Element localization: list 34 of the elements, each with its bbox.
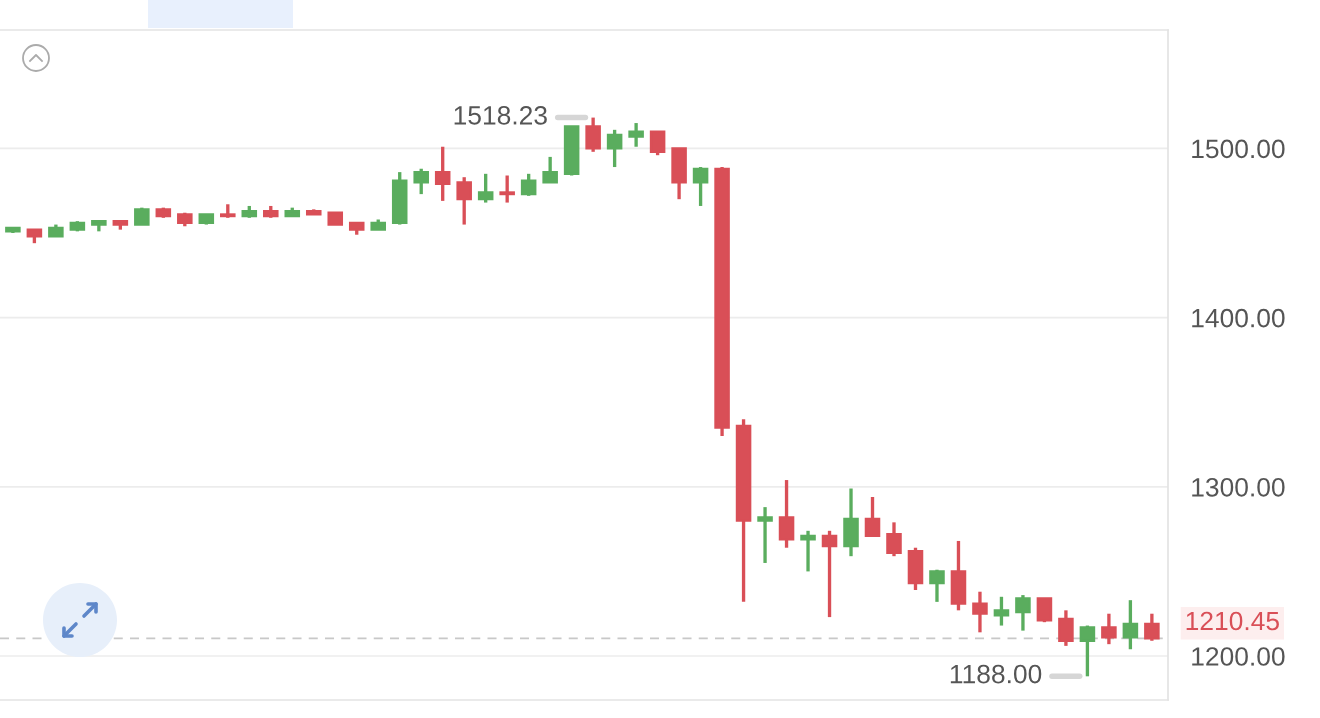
candlestick (993, 596, 1010, 626)
candlestick (542, 155, 558, 184)
candlestick (649, 130, 666, 156)
candlestick (1058, 610, 1074, 646)
candlestick (778, 480, 795, 548)
candlestick (434, 146, 451, 201)
annotation: 1188.00 (950, 664, 1042, 684)
y-tick-label: 1300.00 (1192, 477, 1285, 497)
ref-line-label: 1210.45 (1186, 611, 1279, 631)
y-tick-label: 1500.00 (1192, 139, 1285, 159)
candlestick (1079, 625, 1096, 677)
candlestick (413, 168, 429, 196)
candlestick (1101, 613, 1117, 645)
candlestick (1122, 600, 1139, 650)
candlestick (520, 173, 537, 196)
candlestick (628, 123, 644, 147)
y-tick-label: 1200.00 (1192, 647, 1285, 666)
candlestick (929, 569, 945, 602)
candlestick (692, 167, 709, 206)
annotation: 1518.23 (454, 105, 547, 125)
candlestick (1144, 613, 1160, 641)
candlestick (477, 173, 494, 203)
candlestick (800, 530, 816, 572)
candlestick (864, 496, 881, 537)
candlestick (886, 522, 902, 557)
y-tick-label: 1400.00 (1192, 308, 1285, 328)
candlestick (972, 591, 988, 633)
candlestick (456, 177, 472, 225)
candlestick (499, 175, 515, 203)
candlestick (821, 530, 838, 619)
candlestick (757, 507, 773, 563)
candlestick (606, 129, 623, 169)
candlestick (1015, 595, 1031, 631)
candlestick (585, 117, 601, 152)
